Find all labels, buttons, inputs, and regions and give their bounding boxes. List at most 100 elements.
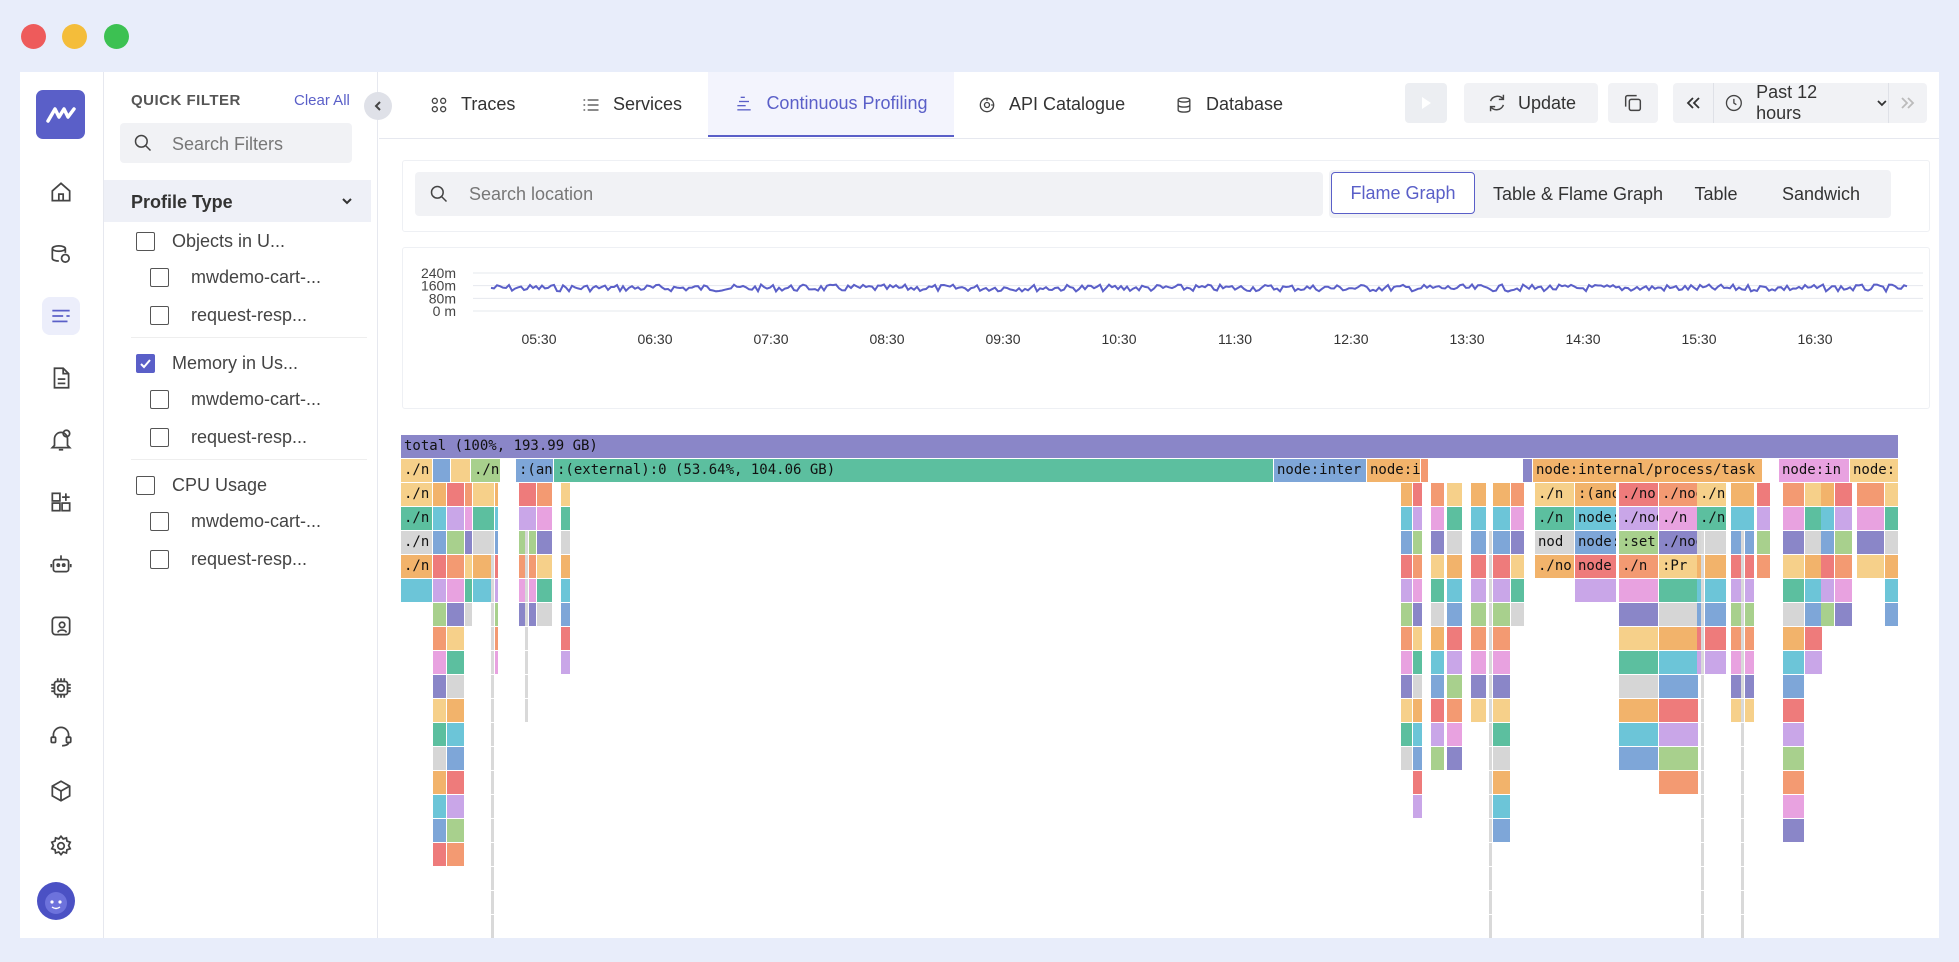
flame-frame[interactable]	[1413, 723, 1423, 746]
flame-frame[interactable]	[1885, 579, 1899, 602]
flame-frame[interactable]	[433, 483, 447, 506]
flame-frame[interactable]	[1401, 627, 1413, 650]
flame-frame[interactable]	[561, 483, 571, 506]
flame-frame[interactable]	[1421, 459, 1429, 482]
flame-frame[interactable]	[1489, 915, 1493, 938]
filter-item[interactable]: CPU Usage	[136, 470, 267, 500]
flame-frame[interactable]	[1783, 507, 1805, 530]
home-icon[interactable]	[42, 173, 80, 211]
flame-frame[interactable]: ./no	[1535, 555, 1575, 578]
flame-frame[interactable]	[491, 627, 495, 650]
flame-frame[interactable]	[1741, 651, 1745, 674]
flame-frame[interactable]	[1431, 531, 1445, 554]
flame-frame[interactable]: ./n	[401, 459, 433, 482]
flame-frame[interactable]	[1659, 747, 1699, 770]
flame-frame[interactable]	[1619, 651, 1659, 674]
flame-frame[interactable]	[495, 483, 499, 506]
flame-frame[interactable]	[1493, 747, 1511, 770]
flame-frame[interactable]	[1489, 675, 1493, 698]
synthetics-icon[interactable]	[42, 607, 80, 645]
flame-frame[interactable]	[491, 843, 495, 866]
flame-frame[interactable]	[447, 603, 465, 626]
flame-frame[interactable]	[1741, 531, 1745, 554]
flame-frame[interactable]	[525, 627, 529, 650]
flame-frame[interactable]	[1701, 771, 1705, 794]
flame-frame[interactable]	[1783, 771, 1805, 794]
flame-frame[interactable]	[433, 603, 447, 626]
flame-frame[interactable]	[561, 531, 571, 554]
flame-frame[interactable]	[537, 579, 553, 602]
flame-frame[interactable]	[447, 795, 465, 818]
flame-frame[interactable]	[1431, 723, 1445, 746]
flame-frame[interactable]	[491, 723, 495, 746]
flame-frame[interactable]	[433, 843, 447, 866]
flame-frame[interactable]	[525, 531, 529, 554]
flame-frame[interactable]	[1489, 795, 1493, 818]
search-location-input[interactable]: Search location	[415, 172, 1323, 216]
flame-frame[interactable]	[1783, 579, 1805, 602]
filter-item[interactable]: request-resp...	[150, 544, 307, 574]
flame-frame[interactable]	[1431, 555, 1445, 578]
flame-frame[interactable]	[491, 675, 495, 698]
flame-frame[interactable]: :(anc	[516, 459, 554, 482]
flame-frame[interactable]	[1431, 651, 1445, 674]
flame-frame[interactable]: node	[1575, 555, 1617, 578]
flame-frame[interactable]	[1471, 627, 1487, 650]
flame-frame[interactable]: :(anonymous)	[1575, 483, 1617, 506]
flame-frame[interactable]	[1821, 579, 1835, 602]
flame-frame[interactable]	[1857, 555, 1885, 578]
chip-icon[interactable]	[42, 669, 80, 707]
flame-frame[interactable]	[491, 819, 495, 842]
flame-frame[interactable]	[1783, 531, 1805, 554]
flame-frame[interactable]	[1431, 579, 1445, 602]
flame-frame[interactable]	[1885, 603, 1899, 626]
collapse-panel-button[interactable]	[364, 92, 392, 120]
flame-frame[interactable]	[1431, 747, 1445, 770]
flame-frame[interactable]	[433, 555, 447, 578]
flame-frame[interactable]	[1835, 579, 1853, 602]
flame-frame[interactable]	[491, 651, 495, 674]
flame-frame[interactable]	[1619, 675, 1659, 698]
flame-frame[interactable]: ./n	[471, 459, 501, 482]
flame-frame[interactable]	[1447, 531, 1463, 554]
flame-frame[interactable]	[525, 675, 529, 698]
flame-frame[interactable]	[1701, 795, 1705, 818]
flame-frame[interactable]	[491, 603, 495, 626]
flame-frame[interactable]	[1413, 675, 1423, 698]
flame-frame[interactable]	[1401, 699, 1413, 722]
flame-frame[interactable]	[1447, 507, 1463, 530]
flame-frame[interactable]	[1511, 603, 1525, 626]
flame-frame[interactable]	[1619, 627, 1659, 650]
flame-frame[interactable]	[1659, 771, 1699, 794]
flame-frame[interactable]	[495, 579, 499, 602]
next-range-button[interactable]	[1889, 83, 1927, 123]
flame-frame[interactable]	[1659, 579, 1699, 602]
flame-frame[interactable]	[1413, 651, 1423, 674]
flame-frame[interactable]	[451, 459, 471, 482]
flame-frame[interactable]	[1701, 579, 1705, 602]
flame-frame[interactable]	[1741, 579, 1745, 602]
flame-frame[interactable]	[1835, 483, 1853, 506]
flame-frame[interactable]	[1413, 795, 1423, 818]
flame-frame[interactable]	[1659, 723, 1699, 746]
flame-frame[interactable]	[447, 483, 465, 506]
flame-frame[interactable]	[1741, 819, 1745, 842]
flame-frame[interactable]	[1885, 483, 1899, 506]
filter-item[interactable]: Objects in U...	[136, 226, 285, 256]
flame-frame[interactable]	[561, 627, 571, 650]
flame-frame[interactable]	[1741, 915, 1745, 938]
flame-frame[interactable]	[1757, 555, 1771, 578]
flame-frame[interactable]	[525, 651, 529, 674]
flame-frame[interactable]	[1701, 651, 1705, 674]
flame-frame[interactable]	[1447, 747, 1463, 770]
flame-frame[interactable]	[1857, 507, 1885, 530]
flame-frame[interactable]	[1489, 819, 1493, 842]
filter-item[interactable]: mwdemo-cart-...	[150, 384, 321, 414]
flame-frame[interactable]	[1413, 627, 1423, 650]
flame-frame[interactable]	[1447, 603, 1463, 626]
flame-frame[interactable]	[1701, 531, 1705, 554]
flame-frame[interactable]	[1741, 555, 1745, 578]
flame-frame[interactable]	[1493, 507, 1511, 530]
flame-frame[interactable]	[465, 555, 473, 578]
tab-database[interactable]: Database	[1174, 72, 1283, 137]
